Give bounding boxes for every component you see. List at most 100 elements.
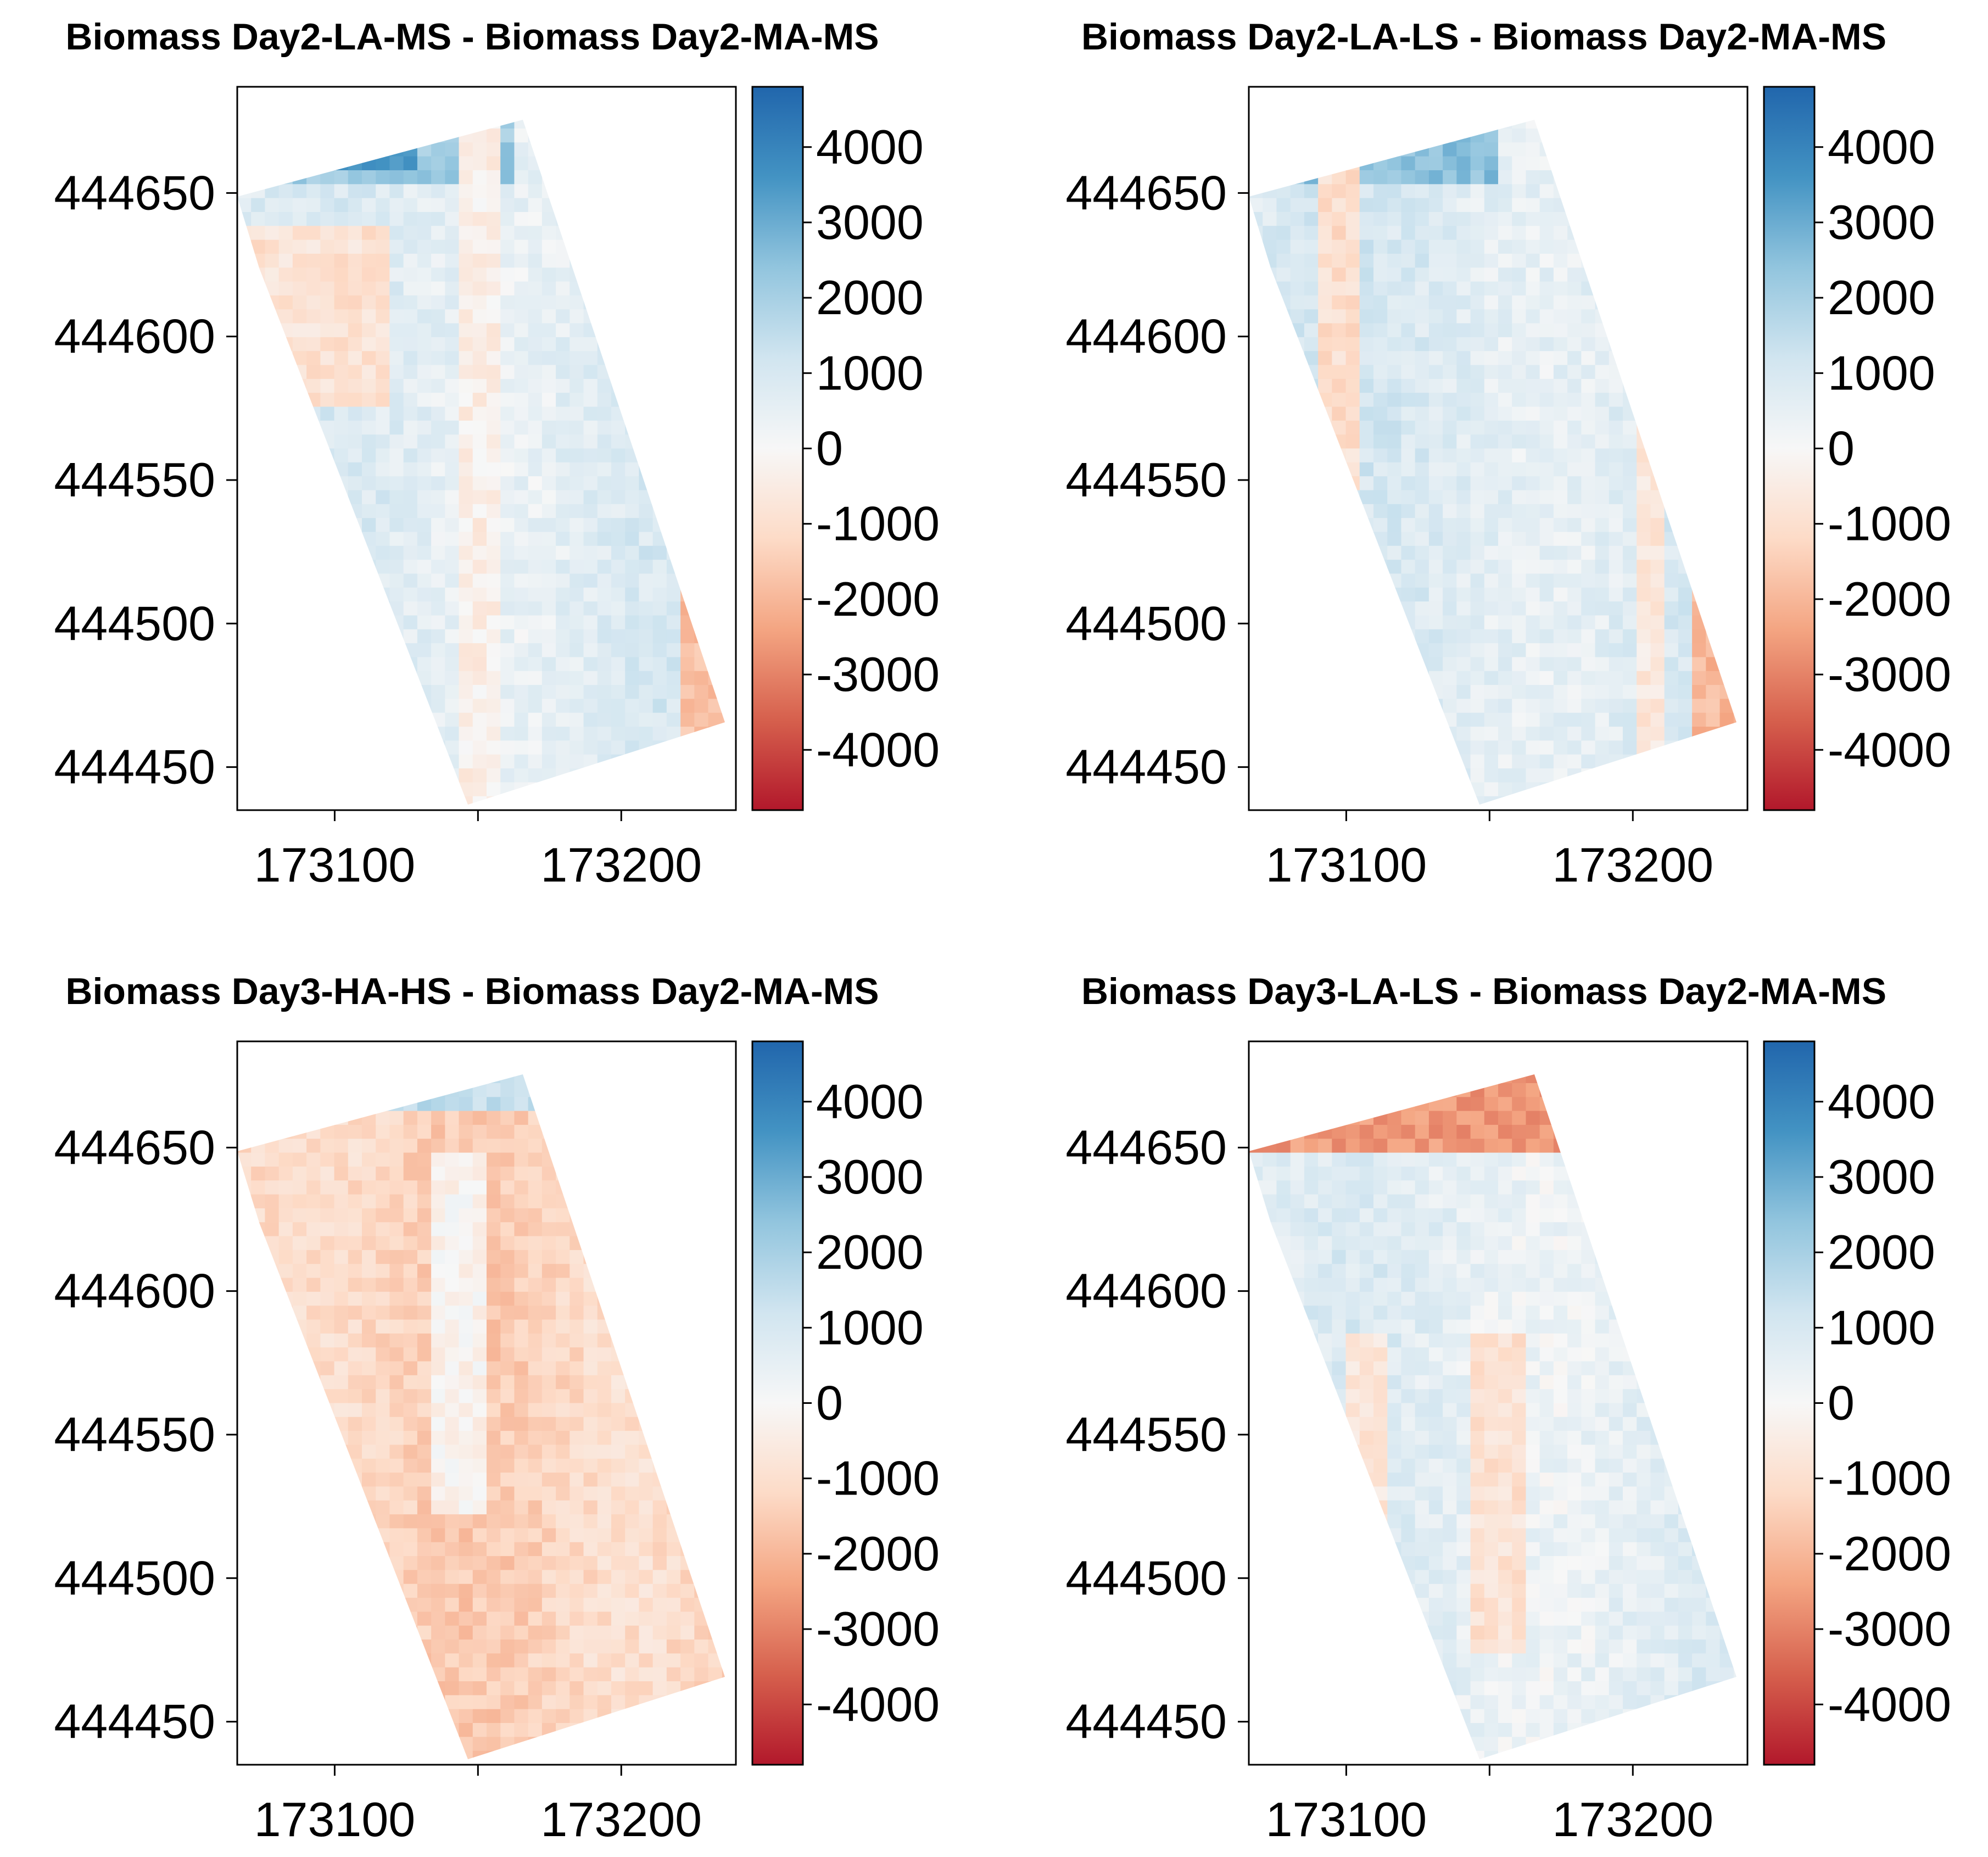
heatmap-cell <box>639 587 654 602</box>
heatmap-cell <box>1345 782 1360 797</box>
heatmap-cell <box>1345 796 1360 805</box>
heatmap-cell <box>362 1542 376 1557</box>
heatmap-cell <box>237 239 252 254</box>
heatmap-cell <box>1359 309 1374 324</box>
heatmap-cell <box>1595 518 1610 533</box>
heatmap-cell <box>1428 253 1443 268</box>
heatmap-cell <box>500 1250 515 1264</box>
heatmap-cell <box>376 476 390 491</box>
heatmap-cell <box>389 211 404 226</box>
heatmap-cell <box>583 420 598 435</box>
heatmap-cell <box>1678 253 1693 268</box>
heatmap-cell <box>278 1074 293 1084</box>
heatmap-cell <box>251 1431 266 1446</box>
heatmap-cell <box>445 1083 460 1097</box>
heatmap-cell <box>680 476 695 491</box>
heatmap-cell <box>1719 226 1734 241</box>
heatmap-cell <box>708 629 723 644</box>
heatmap-cell <box>417 1570 432 1585</box>
heatmap-cell <box>334 239 349 254</box>
heatmap-cell <box>528 351 543 366</box>
heatmap-cell <box>265 1403 280 1418</box>
heatmap-cell <box>528 128 543 143</box>
heatmap-cell <box>320 560 335 575</box>
heatmap-cell <box>292 685 307 699</box>
heatmap-cell <box>500 1750 515 1759</box>
heatmap-cell <box>292 671 307 685</box>
heatmap-cell <box>611 434 626 449</box>
heatmap-cell <box>1692 198 1706 213</box>
heatmap-cell <box>320 1333 335 1348</box>
heatmap-cell <box>1276 337 1291 352</box>
heatmap-cell <box>1359 657 1374 672</box>
heatmap-cell <box>611 101 626 115</box>
heatmap-cell <box>1526 211 1540 226</box>
heatmap-cell <box>500 671 515 685</box>
heatmap-cell <box>348 1055 362 1069</box>
heatmap-cell <box>500 1417 515 1431</box>
heatmap-cell <box>1512 532 1527 546</box>
heatmap-cell <box>1290 545 1305 560</box>
heatmap-cell <box>1428 727 1443 741</box>
heatmap-cell <box>389 448 404 463</box>
heatmap-cell <box>292 1333 307 1348</box>
heatmap-cell <box>666 560 681 575</box>
heatmap-cell <box>251 378 266 393</box>
heatmap-cell <box>472 170 487 185</box>
heatmap-cell <box>431 434 445 449</box>
heatmap-cell <box>362 253 376 268</box>
heatmap-cell <box>348 267 362 282</box>
heatmap-cell <box>459 1695 473 1710</box>
heatmap-cell <box>1387 226 1402 241</box>
heatmap-cell <box>1428 351 1443 366</box>
heatmap-cell <box>1664 573 1679 588</box>
heatmap-cell <box>459 211 473 226</box>
heatmap-cell <box>556 671 570 685</box>
heatmap-cell <box>320 406 335 421</box>
heatmap-cell <box>1637 796 1651 805</box>
heatmap-cell <box>459 476 473 491</box>
heatmap-cell <box>348 434 362 449</box>
heatmap-cell <box>417 518 432 533</box>
heatmap-cell <box>708 198 723 213</box>
heatmap-cell <box>292 1097 307 1112</box>
heatmap-cell <box>1733 685 1736 699</box>
heatmap-cell <box>292 365 307 380</box>
heatmap-cell <box>292 1306 307 1320</box>
heatmap-cell <box>1498 393 1512 408</box>
heatmap-cell <box>306 1074 321 1084</box>
heatmap-cell <box>1567 253 1582 268</box>
heatmap-cell <box>1359 643 1374 658</box>
heatmap-cell <box>1249 796 1263 805</box>
heatmap-cell <box>1387 671 1402 685</box>
heatmap-cell <box>431 1556 445 1571</box>
heatmap-cell <box>1359 239 1374 254</box>
heatmap-cell <box>625 434 640 449</box>
heatmap-cell <box>1332 309 1347 324</box>
heatmap-cell <box>1637 198 1651 213</box>
heatmap-cell <box>472 1417 487 1431</box>
heatmap-cell <box>542 1055 556 1069</box>
heatmap-cell <box>251 685 266 699</box>
heatmap-cell <box>1318 796 1332 805</box>
heatmap-cell <box>1733 281 1736 296</box>
heatmap-cell <box>500 1611 515 1626</box>
heatmap-cell <box>639 448 654 463</box>
heatmap-cell <box>583 712 598 727</box>
heatmap-cell <box>541 1361 556 1376</box>
heatmap-cell <box>1498 351 1512 366</box>
heatmap-cell <box>362 170 376 185</box>
heatmap-cell <box>1345 657 1360 672</box>
heatmap-cell <box>1539 740 1554 755</box>
heatmap-cell <box>514 1194 529 1209</box>
heatmap-cell <box>1567 420 1582 435</box>
heatmap-cell <box>1650 685 1665 699</box>
heatmap-cell <box>1318 615 1332 630</box>
heatmap-cell <box>320 462 335 477</box>
heatmap-cell <box>1332 378 1347 393</box>
heatmap-cell <box>445 1074 460 1084</box>
heatmap-cell <box>1498 365 1512 380</box>
heatmap-cell <box>1650 281 1665 296</box>
heatmap-cell <box>306 226 321 241</box>
heatmap-cell <box>722 615 725 630</box>
